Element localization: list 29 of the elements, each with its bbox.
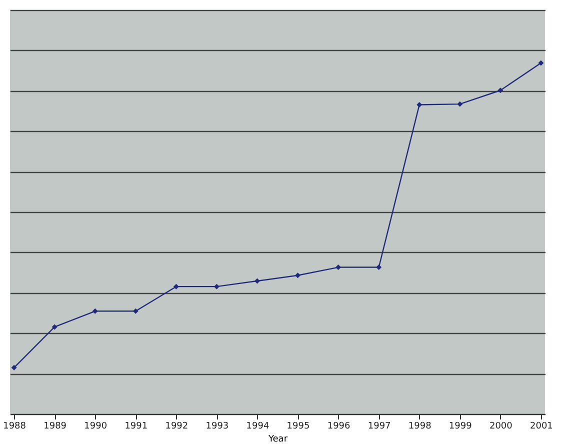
point (173, 284, 179, 290)
x-tick-label: 2001 (530, 422, 553, 432)
point (416, 102, 422, 108)
point (538, 60, 544, 66)
x-tick-label: 1988 (3, 422, 26, 432)
point (92, 308, 98, 314)
x-tick-label: 1996 (327, 422, 351, 432)
x-tick-label: 1993 (206, 422, 229, 432)
x-tick-label: 1994 (246, 422, 270, 432)
x-tick-label: 1997 (368, 422, 391, 432)
point (295, 272, 301, 278)
point (11, 364, 17, 370)
point (254, 278, 260, 284)
x-tick-label: 1989 (44, 422, 67, 432)
x-tick-label: 1990 (84, 422, 108, 432)
x-tick-label: 1991 (124, 422, 148, 432)
x-tick-label: 1992 (165, 422, 188, 432)
point (376, 264, 382, 270)
point (498, 88, 504, 94)
point (214, 284, 220, 290)
point (336, 264, 342, 270)
point (132, 308, 138, 314)
x-tick-label: 1998 (408, 422, 432, 432)
x-axis-title: Year (267, 434, 288, 444)
point (457, 101, 463, 107)
x-tick-label: 1995 (286, 422, 310, 432)
x-tick-label: 2000 (489, 422, 513, 432)
point (52, 324, 58, 330)
x-tick-label: 1999 (448, 422, 472, 432)
